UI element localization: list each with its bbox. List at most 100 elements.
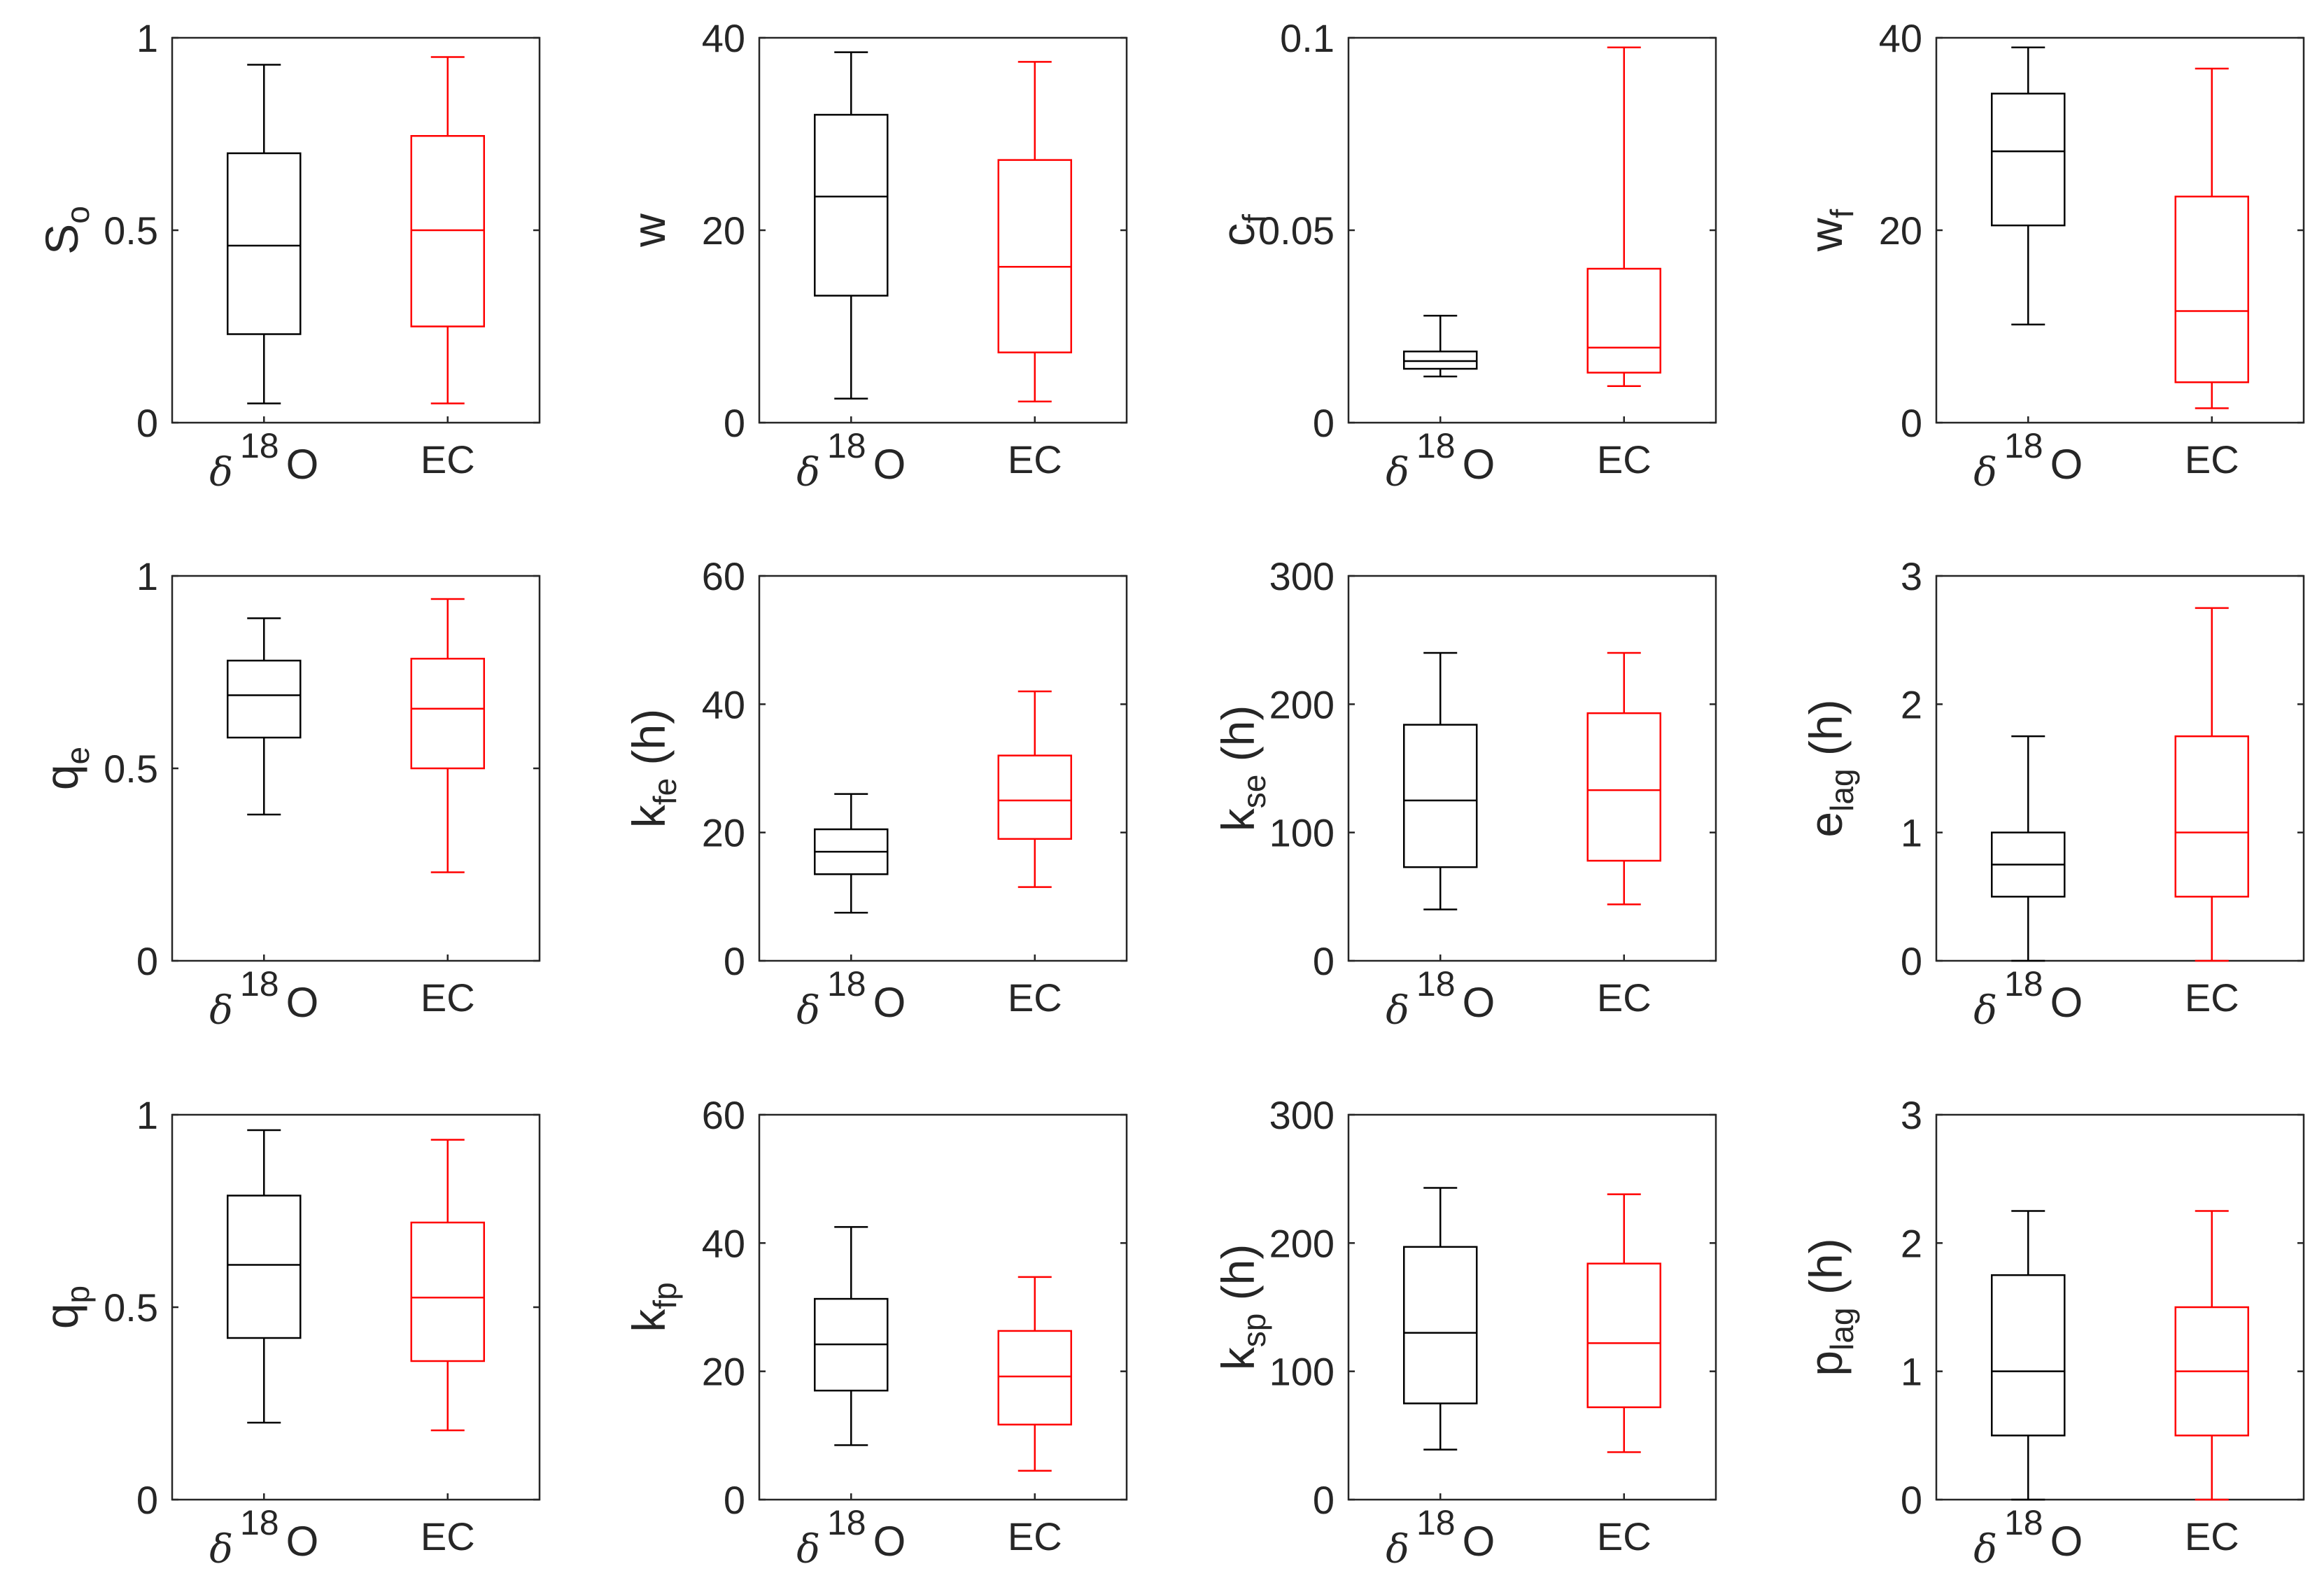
y-tick-label: 20 <box>702 811 745 855</box>
y-tick-label: 2 <box>1901 682 1922 726</box>
axes-frame <box>1935 1113 2305 1501</box>
axes-frame <box>758 575 1128 962</box>
subplot-4: 0 20 40 δ18 O EC wf <box>1800 16 2305 495</box>
y-tick-label: 100 <box>1269 1350 1334 1394</box>
iqr-box <box>1403 1246 1478 1404</box>
iqr-box <box>997 159 1072 353</box>
iqr-box <box>227 1195 302 1339</box>
y-axis-label: kfp <box>623 1282 683 1332</box>
y-tick-label: 40 <box>702 682 745 726</box>
subplot-1: 0 0.5 1 δ18 O EC So <box>36 16 541 495</box>
y-tick-label: 0.5 <box>104 747 158 791</box>
iqr-box <box>1586 1262 1661 1409</box>
iqr-box <box>410 135 485 327</box>
box-d18o <box>227 617 302 816</box>
y-tick-label: 200 <box>1269 682 1334 726</box>
x-tick-label: δ18 O <box>1973 964 2083 1034</box>
box-d18o <box>814 1226 889 1446</box>
subplot-9: 0 0.5 1 δ18 O EC qp <box>36 1093 541 1572</box>
box-ec <box>1586 1193 1661 1453</box>
y-axis-label: plag (h) <box>1800 1238 1860 1376</box>
axes-frame <box>758 1113 1128 1501</box>
x-tick-label: δ18 O <box>796 426 906 495</box>
iqr-box <box>1991 1274 2066 1437</box>
subplot-12: 0 1 2 3 δ18 O EC plag (h) <box>1800 1093 2305 1572</box>
y-tick-label: 0 <box>136 401 158 445</box>
y-axis-label: wf <box>1800 209 1860 253</box>
box-ec <box>1586 651 1661 906</box>
y-tick-label: 0 <box>1901 1478 1922 1522</box>
box-ec <box>410 1139 485 1432</box>
x-tick-label: δ18 O <box>796 1503 906 1572</box>
x-tick-label: EC <box>2185 975 2239 1020</box>
x-tick-label: δ18 O <box>209 426 318 495</box>
y-tick-label: 0 <box>724 1478 745 1522</box>
subplot-7: 0 100 200 300 δ18 O EC kse (h) <box>1212 554 1717 1034</box>
x-tick-label: δ18 O <box>1973 1503 2083 1572</box>
x-tick-label: δ18 O <box>796 964 906 1034</box>
iqr-box <box>1586 712 1661 862</box>
box-d18o <box>1403 1187 1478 1451</box>
iqr-box <box>1991 92 2066 227</box>
box-d18o <box>1991 735 2066 962</box>
x-tick-label: EC <box>1597 1514 1652 1558</box>
subplot-10: 0 20 40 60 δ18 O EC kfp <box>623 1093 1128 1572</box>
x-tick-label: EC <box>2185 437 2239 481</box>
box-ec <box>410 598 485 873</box>
iqr-box <box>410 1221 485 1362</box>
box-d18o <box>227 1129 302 1424</box>
box-ec <box>1586 46 1661 387</box>
y-tick-label: 0 <box>724 401 745 445</box>
box-d18o <box>1991 46 2066 325</box>
y-tick-label: 40 <box>702 1221 745 1265</box>
x-tick-label: EC <box>2185 1514 2239 1558</box>
y-axis-label: ksp (h) <box>1212 1244 1272 1371</box>
subplot-3: 0 0.05 0.1 δ18 O EC cf <box>1212 16 1717 495</box>
iqr-box <box>227 659 302 739</box>
y-tick-label: 3 <box>1901 554 1922 598</box>
y-tick-label: 0.5 <box>104 209 158 253</box>
y-axis-label: qp <box>36 1285 96 1329</box>
box-ec <box>2174 607 2249 962</box>
subplot-8: 0 1 2 3 δ18 O EC elag (h) <box>1800 554 2305 1034</box>
y-axis-label: qe <box>36 747 96 790</box>
box-ec <box>997 1276 1072 1472</box>
y-tick-label: 0 <box>136 939 158 983</box>
box-d18o <box>814 793 889 914</box>
y-axis-label: kfe (h) <box>623 709 683 828</box>
iqr-box <box>1403 351 1478 370</box>
iqr-box <box>814 113 889 297</box>
y-tick-label: 1 <box>1901 1350 1922 1394</box>
axes-frame <box>1347 575 1717 962</box>
x-tick-label: EC <box>1008 437 1062 481</box>
axes-frame <box>1347 1113 1717 1501</box>
box-ec <box>997 61 1072 402</box>
box-ec <box>2174 1210 2249 1501</box>
x-tick-label: δ18 O <box>1386 1503 1495 1572</box>
x-tick-label: EC <box>421 1514 475 1558</box>
subplot-5: 0 0.5 1 δ18 O EC qe <box>36 554 541 1034</box>
x-tick-label: EC <box>1008 1514 1062 1558</box>
y-tick-label: 40 <box>1879 16 1922 60</box>
y-tick-label: 300 <box>1269 1093 1334 1137</box>
y-tick-label: 1 <box>136 554 158 598</box>
y-tick-label: 0.05 <box>1258 209 1334 253</box>
box-d18o <box>1403 651 1478 910</box>
y-tick-label: 0 <box>1313 401 1334 445</box>
iqr-box <box>1403 724 1478 868</box>
y-tick-label: 200 <box>1269 1221 1334 1265</box>
y-tick-label: 0 <box>724 939 745 983</box>
y-axis-label: kse (h) <box>1212 705 1272 832</box>
y-tick-label: 60 <box>702 1093 745 1137</box>
iqr-box <box>410 658 485 770</box>
iqr-box <box>2174 195 2249 383</box>
iqr-box <box>1586 267 1661 374</box>
y-tick-label: 2 <box>1901 1221 1922 1265</box>
y-tick-label: 20 <box>702 1350 745 1394</box>
box-d18o <box>227 64 302 404</box>
y-tick-label: 1 <box>1901 811 1922 855</box>
x-tick-label: EC <box>1597 975 1652 1020</box>
iqr-box <box>2174 735 2249 898</box>
subplot-11: 0 100 200 300 δ18 O EC ksp (h) <box>1212 1093 1717 1572</box>
